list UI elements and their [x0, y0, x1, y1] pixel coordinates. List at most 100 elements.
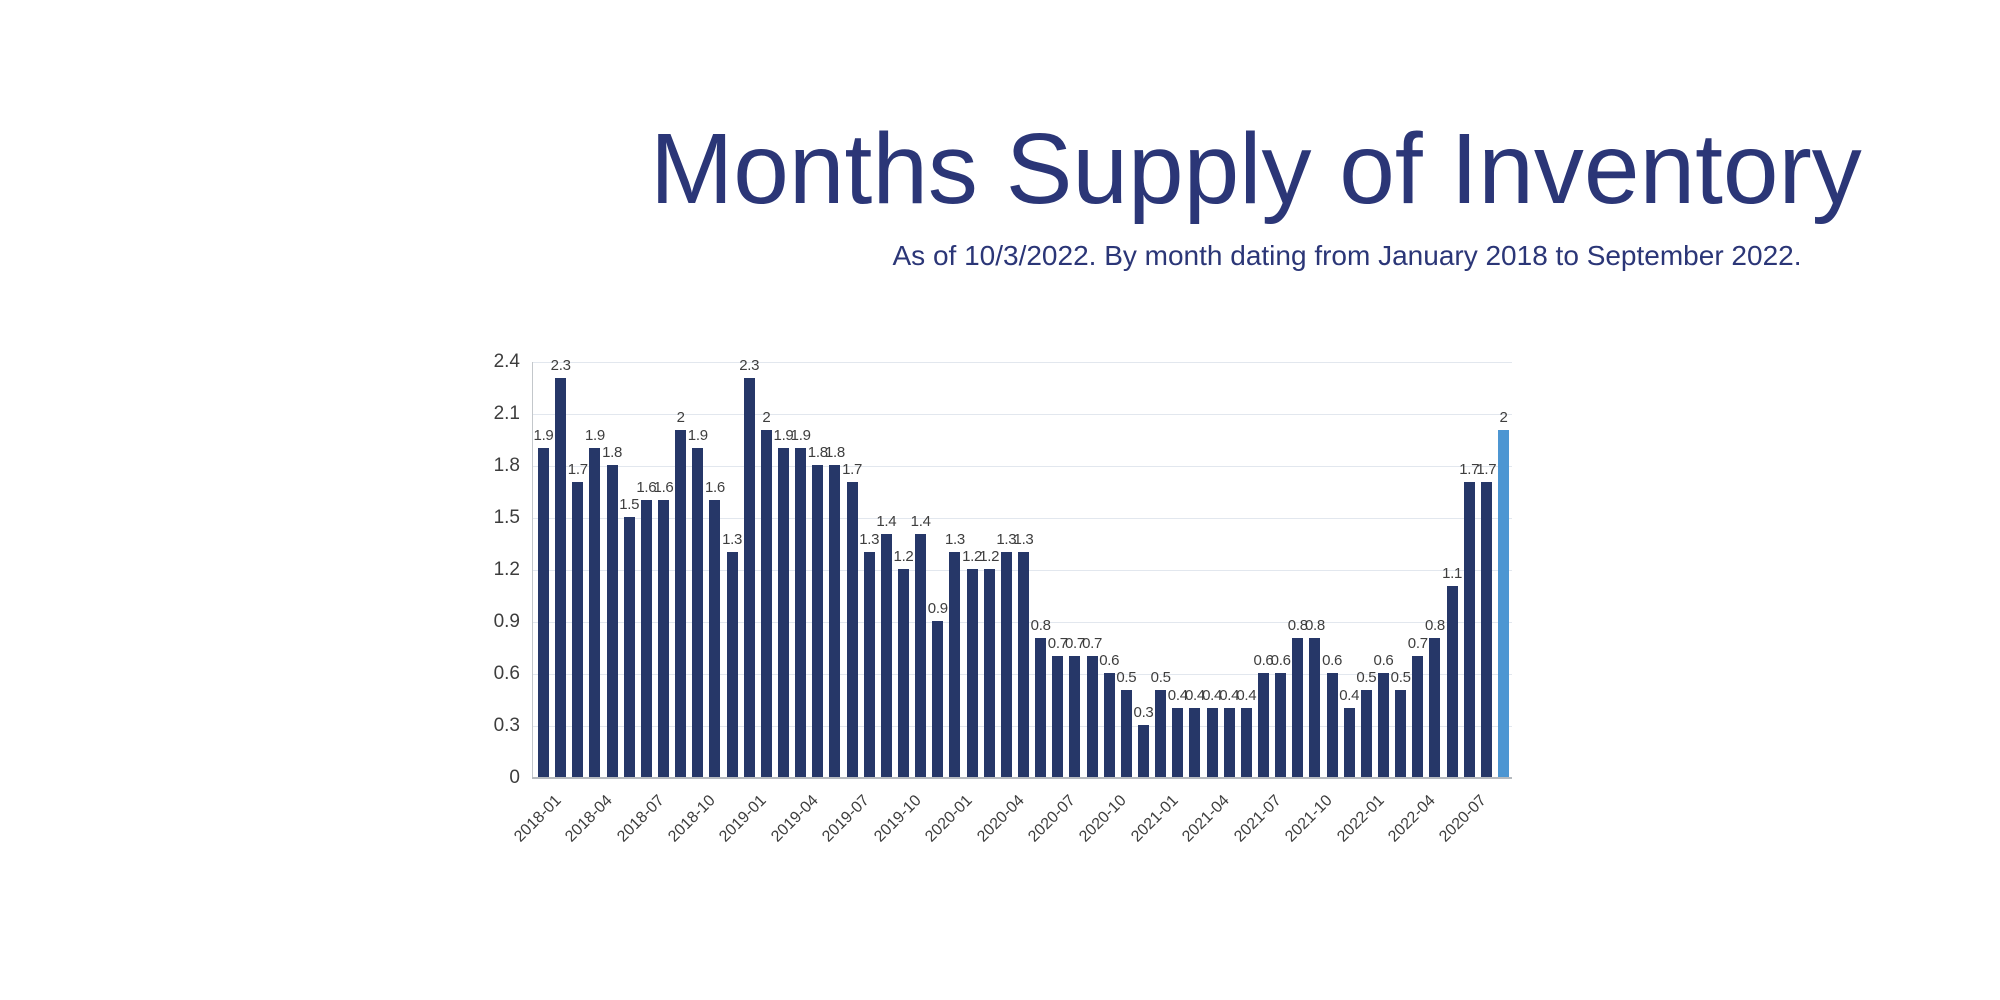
bar-value-label: 1.6 [653, 478, 674, 496]
bar [572, 482, 584, 777]
y-tick-label: 1.2 [493, 559, 520, 580]
bar [1206, 707, 1218, 777]
gridline [533, 413, 1512, 415]
bar-value-label: 0.4 [1339, 686, 1360, 704]
bar-value-label: 0.6 [1270, 652, 1291, 669]
bar [640, 499, 652, 777]
y-tick-label: 1.5 [493, 507, 520, 528]
bar-value-label: 1.3 [1013, 530, 1034, 548]
bar-value-label: 1.6 [704, 478, 725, 496]
bar [778, 447, 789, 777]
bar [846, 482, 858, 777]
bar [1069, 655, 1081, 777]
bar-value-label: 0.6 [1373, 652, 1394, 669]
bar-value-label: 0.5 [1356, 669, 1377, 687]
bar-value-label: 0.6 [1099, 652, 1120, 669]
x-tick-label: 2018-04 [562, 792, 616, 846]
bar-value-label: 1.4 [910, 513, 931, 531]
bar [1138, 725, 1149, 777]
bar [1412, 655, 1424, 777]
bar-value-label: 2 [1499, 409, 1508, 427]
bar [692, 447, 704, 777]
x-tick-label: 2018-10 [665, 792, 719, 846]
bar [623, 517, 635, 777]
bar-value-label: 0.7 [1082, 634, 1103, 652]
x-tick-label: 2021-07 [1230, 792, 1285, 846]
x-tick-label: 2022-01 [1333, 792, 1388, 846]
x-tick-label: 2019-10 [870, 792, 925, 846]
bar [1018, 551, 1029, 777]
bar [949, 551, 961, 777]
x-tick-label: 2019-07 [819, 792, 874, 846]
gridline [533, 465, 1512, 467]
bar [1172, 707, 1184, 777]
x-tick-label: 2020-01 [922, 792, 976, 846]
bar-value-label: 1.8 [807, 444, 828, 461]
bar-value-label: 0.5 [1116, 669, 1137, 687]
bar [966, 569, 978, 777]
bar-value-label: 0.4 [1219, 686, 1240, 704]
bar-value-label: 1.2 [979, 548, 1000, 565]
plot-area: 1.9 2.3 1.7 1.9 1.8 1.5 1.6 1.6 2 1.9 1.6 1.3 2.3 2 1.… [532, 357, 1512, 779]
bar-value-label: 0.9 [927, 600, 948, 617]
bar-value-label: 1.4 [876, 513, 897, 531]
bar [1343, 707, 1355, 777]
bar [795, 447, 807, 777]
x-tick-label: 2021-01 [1128, 792, 1182, 846]
bar-value-label: 2 [762, 409, 771, 427]
bar-value-label: 2 [676, 409, 685, 427]
bar-value-label: 1.1 [1442, 565, 1463, 583]
bar [1292, 638, 1304, 777]
bar [829, 465, 841, 777]
x-tick-label: 2022-04 [1385, 792, 1439, 846]
bar [726, 551, 738, 777]
bar-value-label: 2.3 [739, 357, 760, 375]
bar-value-label: 1.3 [944, 530, 965, 548]
bar [1086, 655, 1098, 777]
bar [743, 378, 755, 777]
bar-value-label: 1.2 [893, 548, 914, 565]
bar [812, 465, 824, 777]
x-tick-label: 2020-04 [973, 792, 1028, 846]
x-tick-label: 2018-01 [510, 792, 565, 846]
x-tick-label: 2020-10 [1076, 792, 1131, 846]
bar [1446, 586, 1458, 777]
bar-value-label: 0.4 [1236, 686, 1257, 704]
bar-value-label: 1.7 [1459, 461, 1480, 479]
bar-value-label: 0.8 [1030, 617, 1051, 635]
bar-value-label: 0.5 [1390, 669, 1411, 687]
bar-value-label: 1.9 [533, 426, 554, 444]
bar-value-label: 0.4 [1167, 686, 1188, 704]
gridline [533, 517, 1512, 519]
bar-value-label: 0.6 [1253, 652, 1274, 669]
chart-subtitle: As of 10/3/2022. By month dating from Ja… [892, 240, 1802, 271]
x-tick-label: 2021-10 [1282, 792, 1336, 846]
y-tick-label: 0 [509, 767, 520, 788]
bar-value-label: 0.7 [1047, 634, 1068, 652]
bar-value-label: 1.2 [962, 548, 983, 565]
bar-value-label: 1.8 [824, 444, 845, 461]
bar [1378, 673, 1389, 777]
bar-value-label: 1.9 [790, 426, 811, 444]
bar-value-label: 1.3 [996, 530, 1017, 548]
y-tick-label: 0.9 [493, 611, 520, 632]
y-tick-label: 0.3 [493, 715, 520, 736]
x-tick-label: 2019-04 [768, 792, 822, 846]
bar [555, 378, 567, 777]
x-axis-line [532, 777, 1512, 779]
bar [863, 551, 875, 777]
x-tick-label: 2021-04 [1179, 792, 1234, 846]
bar [1155, 690, 1167, 777]
bar [983, 569, 995, 777]
bar-value-label: 0.7 [1064, 634, 1085, 652]
y-tick-label: 2.1 [493, 403, 520, 424]
bar [538, 447, 549, 777]
bar-value-label: 0.4 [1202, 686, 1223, 704]
bar-value-label: 1.7 [1476, 461, 1497, 479]
bar-value-label: 1.9 [584, 426, 605, 444]
bar [675, 430, 687, 777]
bar [1395, 690, 1407, 777]
bar-value-label: 0.4 [1184, 686, 1205, 704]
